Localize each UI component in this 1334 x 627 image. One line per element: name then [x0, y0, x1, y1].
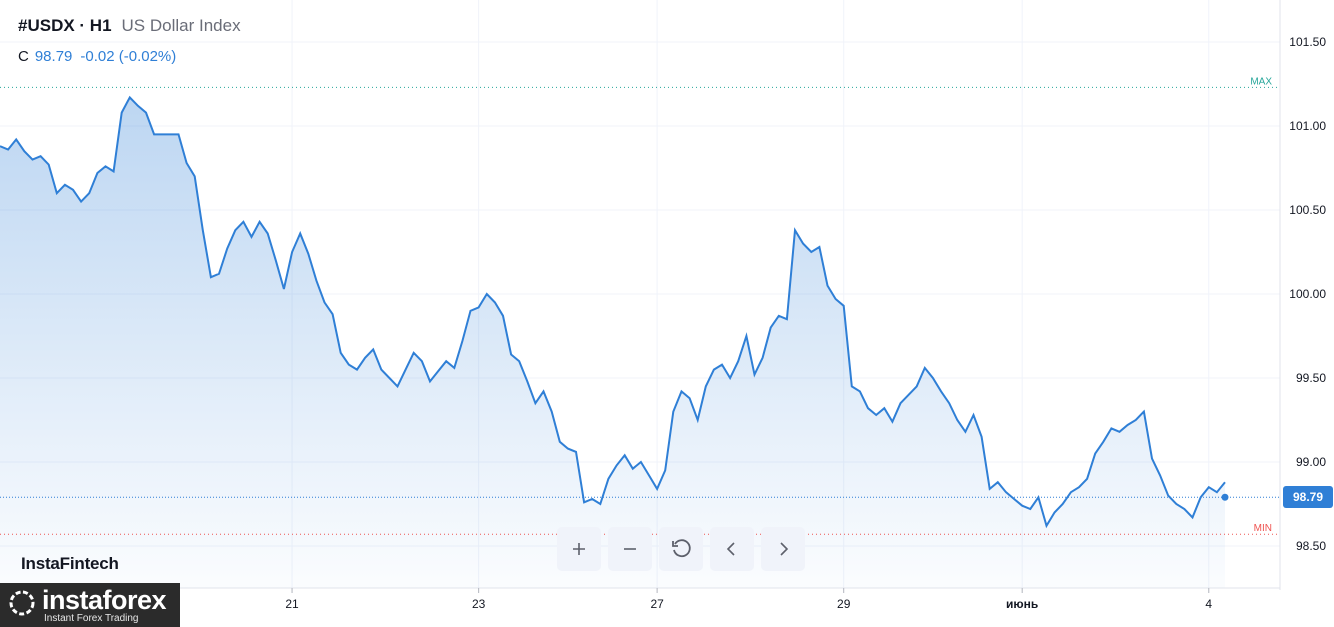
y-tick-label: 101.50 [1289, 35, 1326, 49]
chevron-left-icon [726, 542, 735, 556]
last-price-tag: 98.79 [1283, 486, 1333, 509]
logo-tagline: Instant Forex Trading [44, 613, 139, 624]
reset-icon [672, 539, 691, 558]
symbol-name: #USDX · H1 [18, 16, 112, 35]
zoom-out-button[interactable] [608, 527, 652, 571]
scroll-left-button[interactable] [710, 527, 754, 571]
watermark: InstaFintech [21, 554, 119, 573]
chevron-right-icon [780, 542, 789, 556]
min-label: MIN [1254, 523, 1272, 534]
x-tick-label: 29 [837, 597, 851, 611]
instaforex-logo[interactable]: instaforex Instant Forex Trading [0, 583, 180, 627]
x-tick-label: 23 [472, 597, 486, 611]
price-area [0, 97, 1225, 589]
minus-icon [624, 548, 636, 550]
x-tick-label: 27 [650, 597, 664, 611]
y-tick-label: 99.00 [1296, 455, 1326, 469]
price-line [0, 95, 1226, 529]
logo-name: instaforex [42, 585, 167, 615]
chart-toolbar [557, 527, 805, 571]
price-axis[interactable]: 101.50 101.00 100.50 100.00 99.50 99.00 98.50 [1289, 35, 1326, 553]
scroll-right-button[interactable] [761, 527, 805, 571]
x-tick-label: 21 [285, 597, 299, 611]
symbol-header: #USDX · H1 US Dollar Index [18, 16, 241, 36]
quote-line: C 98.79 -0.02 (-0.02%) [18, 48, 176, 65]
y-tick-label: 100.00 [1289, 287, 1326, 301]
symbol-description: US Dollar Index [121, 16, 241, 35]
last-price-dot [1221, 493, 1229, 501]
y-tick-label: 101.00 [1289, 119, 1326, 133]
y-tick-label: 100.50 [1289, 203, 1326, 217]
price-change: -0.02 (-0.02%) [80, 48, 177, 65]
close-value: 98.79 [34, 48, 73, 65]
zoom-in-button[interactable] [557, 527, 601, 571]
close-label: C [18, 48, 29, 65]
reset-button[interactable] [659, 527, 703, 571]
time-axis[interactable]: 21232729июнь46 [285, 588, 1334, 611]
x-tick-label: 4 [1205, 597, 1212, 611]
plus-icon [573, 543, 585, 555]
max-label: MAX [1250, 76, 1272, 87]
y-tick-label: 99.50 [1296, 371, 1326, 385]
y-tick-label: 98.50 [1296, 539, 1326, 553]
logo-ring-icon [9, 590, 35, 616]
x-tick-label: июнь [1006, 597, 1038, 611]
